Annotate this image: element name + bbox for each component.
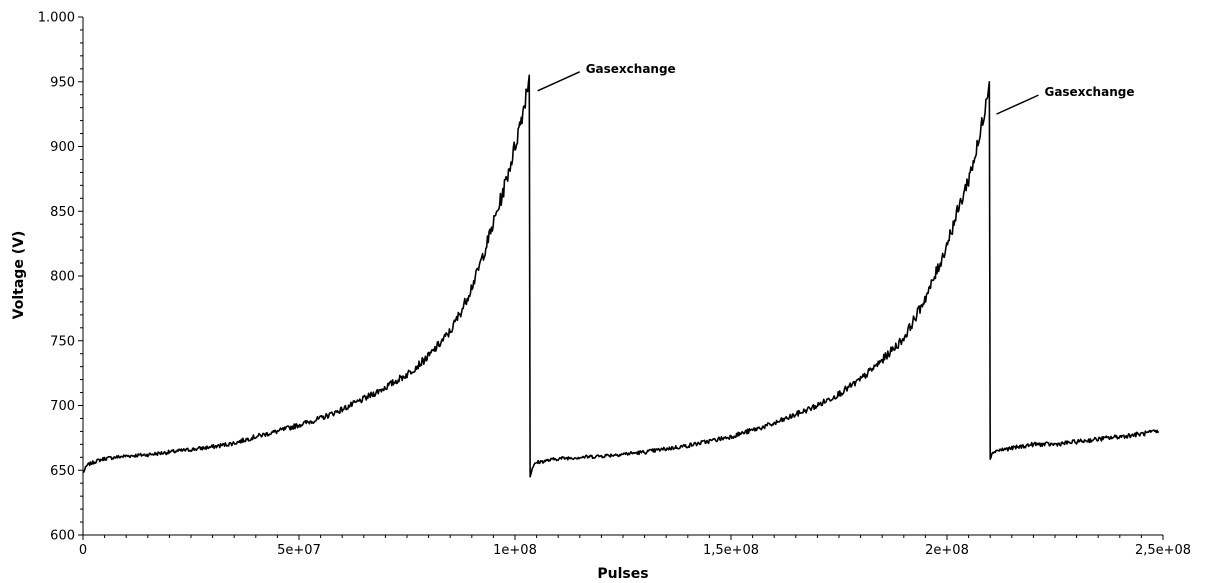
y-tick-label: 950 <box>50 75 75 90</box>
y-tick-label: 1.000 <box>38 11 75 26</box>
annotation-label: Gasexchange <box>1044 85 1134 99</box>
series-voltage-line <box>82 74 1160 478</box>
annotation-leader-line <box>996 94 1039 115</box>
annotation-leader-line <box>537 71 580 92</box>
y-tick-label: 700 <box>50 399 75 414</box>
axis-layer: 600 650 700 750 800 850 900 950 1.000 0 5e+07 1e+08… <box>38 11 1191 559</box>
x-tick-label: 5e+07 <box>277 543 321 558</box>
y-tick-label: 650 <box>50 464 75 479</box>
x-tick-label: 0 <box>79 543 87 558</box>
y-axis-title: Voltage (V) <box>11 231 27 320</box>
y-tick-label: 800 <box>50 270 75 285</box>
series-layer <box>82 74 1160 478</box>
y-tick-label: 850 <box>50 205 75 220</box>
annotation-label: Gasexchange <box>586 62 676 76</box>
annotation-layer: Gasexchange Gasexchange <box>537 62 1134 115</box>
y-tick-label: 900 <box>50 140 75 155</box>
x-axis-title: Pulses <box>597 566 648 582</box>
x-tick-label: 1,5e+08 <box>703 543 759 558</box>
x-tick-label: 1e+08 <box>493 543 537 558</box>
x-tick-label: 2e+08 <box>925 543 969 558</box>
y-tick-label: 600 <box>50 529 75 544</box>
y-tick-label: 750 <box>50 334 75 349</box>
x-tick-label: 2,5e+08 <box>1135 543 1191 558</box>
